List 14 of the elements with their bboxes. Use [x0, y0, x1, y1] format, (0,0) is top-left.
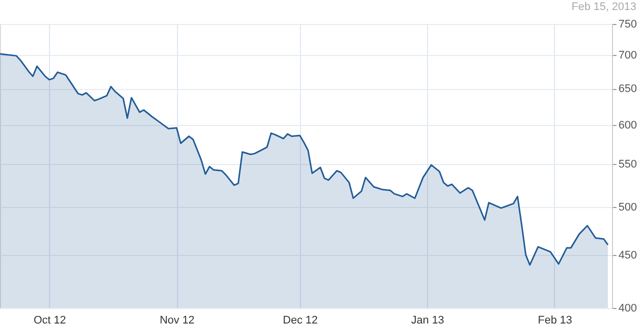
x-tick-label: Nov 12 — [160, 314, 195, 326]
y-tick-label: 550 — [618, 158, 637, 171]
y-tick-label: 600 — [618, 119, 637, 132]
y-tick-label: 750 — [618, 18, 637, 30]
text: Feb 15, 2013 — [572, 1, 636, 13]
x-tick-label: Feb 13 — [538, 314, 572, 326]
y-tick-label: 650 — [618, 83, 637, 96]
y-tick-label: 700 — [618, 50, 637, 62]
x-tick-label: Oct 12 — [34, 314, 66, 326]
y-tick-label: 400 — [618, 302, 637, 314]
x-tick-label: Jan 13 — [411, 314, 444, 326]
y-tick-label: 450 — [618, 249, 637, 262]
x-tick-label: Dec 12 — [282, 314, 318, 326]
y-tick-label: 500 — [618, 202, 637, 214]
